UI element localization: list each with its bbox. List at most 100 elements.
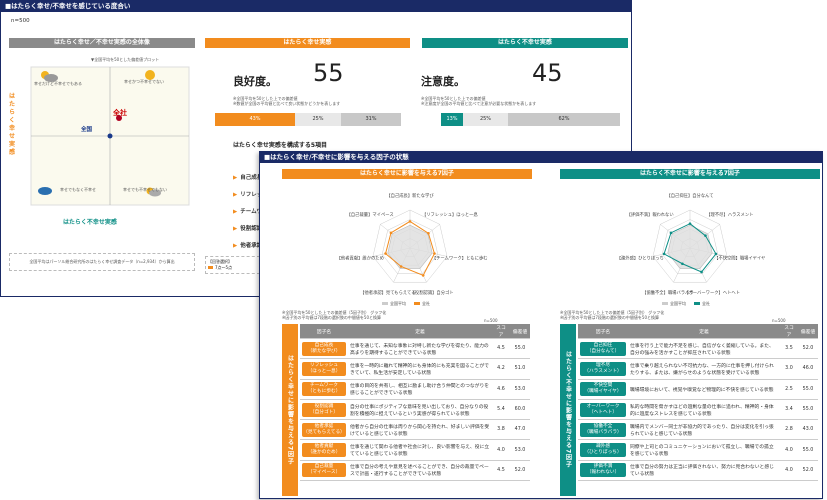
factor-name-cell: 自己裁量 （マイペース） bbox=[300, 460, 348, 482]
right-header: はたらく不幸せに影響を与える7因子 bbox=[560, 169, 820, 179]
radar-national-average bbox=[667, 224, 713, 269]
happy-note1: ※全国平均を50とした上での偏差値 bbox=[233, 96, 298, 101]
factor-definition: 他者から自分の仕事は周りから関心を持たれ、好ましい評価を受けていると感じている状… bbox=[348, 419, 492, 441]
legend-company-swatch bbox=[414, 302, 420, 305]
col-deviation: 偏差値 bbox=[510, 324, 530, 339]
happy-factor-5: ▶ 他者承認 bbox=[233, 243, 263, 249]
radar-axis-label: 【他者貢献】誰かのため bbox=[337, 254, 384, 261]
factor-definition: 職場環境において、視覚や嗅覚など物理的に不快を感じている状態 bbox=[628, 379, 780, 400]
unhappy-bar-negative: 62% bbox=[508, 113, 620, 126]
factor-name-cell: 他者承認 （見てもらえてる） bbox=[300, 419, 348, 441]
happy-factor-2: ▶ リフレッシュ bbox=[233, 192, 274, 198]
factor-tag: 不快空間 （職場イヤイヤ） bbox=[580, 382, 626, 397]
factor-deviation: 47.0 bbox=[510, 419, 530, 441]
factor-deviation: 53.0 bbox=[510, 439, 530, 461]
factor-name-cell: 協働不全 （職場バラバラ） bbox=[578, 419, 628, 441]
radar-point bbox=[427, 232, 430, 235]
factor-tag: 他者貢献 （誰かのため） bbox=[302, 443, 346, 458]
point-company bbox=[116, 115, 122, 121]
radar-point bbox=[408, 220, 412, 223]
unhappy-label: 注意度。 bbox=[421, 75, 465, 88]
factor-definition: 仕事を通じて、未知な事象に対峙し新たな学びを得たり、能力の高まりを期待することが… bbox=[348, 338, 492, 360]
factor-tag: 他者承認 （見てもらえてる） bbox=[302, 422, 346, 437]
factor-definition: 仕事を一時的に離れて精神的にも身体的にも充実を図ることができていて、私生活が安定… bbox=[348, 358, 492, 380]
table-row: リフレッシュ （ほっと一息） 仕事を一時的に離れて精神的にも身体的にも充実を図ること… bbox=[300, 358, 530, 380]
factor-name-cell: 疎外感 （ひとりぼっち） bbox=[578, 439, 628, 461]
slide2-title: ■はたらく幸せ/不幸せに影響を与える因子の状態 bbox=[260, 152, 822, 163]
factor-deviation: 51.0 bbox=[510, 358, 530, 380]
factor-tag: 評価不満 （報われない） bbox=[580, 463, 626, 478]
legend-company-swatch bbox=[694, 302, 700, 305]
happy-factors-title: はたらく幸せ実感を構成する5項目 bbox=[233, 142, 328, 149]
factor-deviation: 46.0 bbox=[798, 358, 818, 380]
factor-score: 3.0 bbox=[780, 358, 798, 380]
left-note2: ※因子別の平均値は7段階の選択肢の中間値を50と換算 bbox=[282, 315, 381, 320]
happy-factor-3: ▶ チームワーク bbox=[233, 209, 274, 215]
factor-definition: 私的な時間を脅かすほどの過剰な量の仕事に追われ、精神的・身体的に過度なストレスを… bbox=[628, 399, 780, 421]
factor-name-cell: 不快空間 （職場イヤイヤ） bbox=[578, 379, 628, 400]
radar-axis-label: 【疎外感】ひとりぼっち bbox=[617, 254, 664, 261]
unhappy-bar-neutral: 25% bbox=[463, 113, 508, 126]
radar-axis-label: 【役割認識】自分ゴト bbox=[411, 289, 454, 296]
col-definition: 定義 bbox=[628, 324, 780, 339]
happy-bar-negative: 31% bbox=[341, 113, 401, 126]
slide1-title: ■はたらく幸せ/不幸せを感じている度合い bbox=[1, 1, 631, 12]
weather-icons bbox=[38, 70, 161, 197]
col-score: スコア bbox=[492, 324, 510, 339]
radar-point bbox=[688, 222, 692, 225]
radar-company-series bbox=[384, 220, 435, 277]
radar-point bbox=[389, 231, 393, 235]
unhappy-note1: ※全国平均を50とした上での偏差値 bbox=[421, 96, 486, 101]
sun-icon bbox=[145, 70, 155, 80]
point-national-label: 全国 bbox=[80, 125, 93, 133]
factor-name-cell: 評価不満 （報われない） bbox=[578, 460, 628, 482]
factor-score: 4.0 bbox=[780, 460, 798, 482]
legend-national-swatch bbox=[662, 302, 668, 305]
right-note1: ※全国平均を50とした上での偏差値（5因子別） グラフ化 bbox=[560, 310, 665, 315]
unhappy-note2: ※注意度が全国の平均値と比べて注意が必要な状態かを表します bbox=[421, 101, 537, 106]
radar-axis-label: 【評価不満】報われない bbox=[627, 211, 674, 218]
radar-national-average bbox=[387, 224, 433, 269]
unhappy-header: はたらく不幸せ実感 bbox=[422, 38, 628, 48]
happy-factor-4: ▶ 役割認識 bbox=[233, 226, 263, 232]
legend-national-swatch bbox=[382, 302, 388, 305]
unhappy-radar-chart: 【自己抑圧】自分なんて【理不尽】ハラスメント【不快空間】職場イヤイヤ【オーバーワ… bbox=[617, 192, 766, 306]
left-header: はたらく幸せに影響を与える7因子 bbox=[282, 169, 532, 179]
cloud-icon bbox=[149, 189, 161, 197]
radar-axis-label: 【自己抑圧】自分なんて bbox=[666, 192, 713, 199]
matrix-footnote: 全国平均はパーソル総合研究所のはたらく幸せ調査データ（n=2,934）から算出 bbox=[9, 253, 195, 271]
factor-deviation: 55.0 bbox=[510, 338, 530, 360]
factor-tag: 自己裁量 （マイペース） bbox=[302, 463, 346, 478]
factor-name-cell: 他者貢献 （誰かのため） bbox=[300, 439, 348, 461]
table-row: オーバーワーク （ヘトヘト） 私的な時間を脅かすほどの過剰な量の仕事に追われ、精神的… bbox=[578, 399, 818, 421]
table-row: チームワーク （ともに歩む） 仕事の目的を共有し、相互に励まし助け合う仲間とのつなが… bbox=[300, 379, 530, 400]
right-n: n=500 bbox=[772, 318, 786, 323]
factor-tag: 役割認識 （自分ゴト） bbox=[302, 402, 346, 417]
table-row: 役割認識 （自分ゴト） 自分の仕事にポジティブな意味を見い出しており、自分なりの役割… bbox=[300, 399, 530, 421]
table-row: 自己成長 （新たな学び） 仕事を通じて、未知な事象に対峙し新たな学びを得たり、能力の… bbox=[300, 338, 530, 360]
factor-tag: 協働不全 （職場バラバラ） bbox=[580, 422, 626, 437]
radar-axis-label: 【理不尽】ハラスメント bbox=[706, 212, 753, 218]
legend-company-label: 全社 bbox=[422, 300, 430, 306]
happy-bar-neutral: 25% bbox=[295, 113, 341, 126]
legend-company-label: 全社 bbox=[702, 300, 710, 306]
radar-axis-label: 【自己成長】新たな学び bbox=[386, 192, 434, 199]
legend-national-label: 全国平均 bbox=[390, 300, 406, 306]
factor-score: 4.2 bbox=[492, 358, 510, 380]
factor-tag: 自己成長 （新たな学び） bbox=[302, 341, 346, 356]
table-row: 自己裁量 （マイペース） 仕事で自分の考えや意見を述べることができ、自分の裁量でペー… bbox=[300, 460, 530, 482]
table-row: 理不尽 （ハラスメント） 仕事で乗り越えられない不可抗力な、一方的に仕事を押し付けら… bbox=[578, 358, 818, 380]
factor-deviation: 53.0 bbox=[510, 379, 530, 400]
quadrant-bottom-right: 幸せでも不幸せでもない bbox=[123, 187, 167, 192]
factor-score: 2.5 bbox=[780, 379, 798, 400]
factor-score: 3.4 bbox=[780, 399, 798, 421]
point-national bbox=[107, 133, 113, 139]
factor-score: 2.8 bbox=[780, 419, 798, 441]
happy-factor-table: 因子名 定義 スコア 偏差値 自己成長 （新たな学び） 仕事を通じて、未知な事象に対… bbox=[300, 324, 530, 482]
happy-bar-positive: 43% bbox=[215, 113, 295, 126]
factor-score: 4.6 bbox=[492, 379, 510, 400]
radar-axis-label: 【不快空間】職場イヤイヤ bbox=[714, 254, 765, 261]
radar-company-series bbox=[663, 223, 717, 273]
radar-axis-label: 【リフレッシュ】ほっと一息 bbox=[422, 211, 479, 218]
factor-name-cell: 理不尽 （ハラスメント） bbox=[578, 358, 628, 380]
